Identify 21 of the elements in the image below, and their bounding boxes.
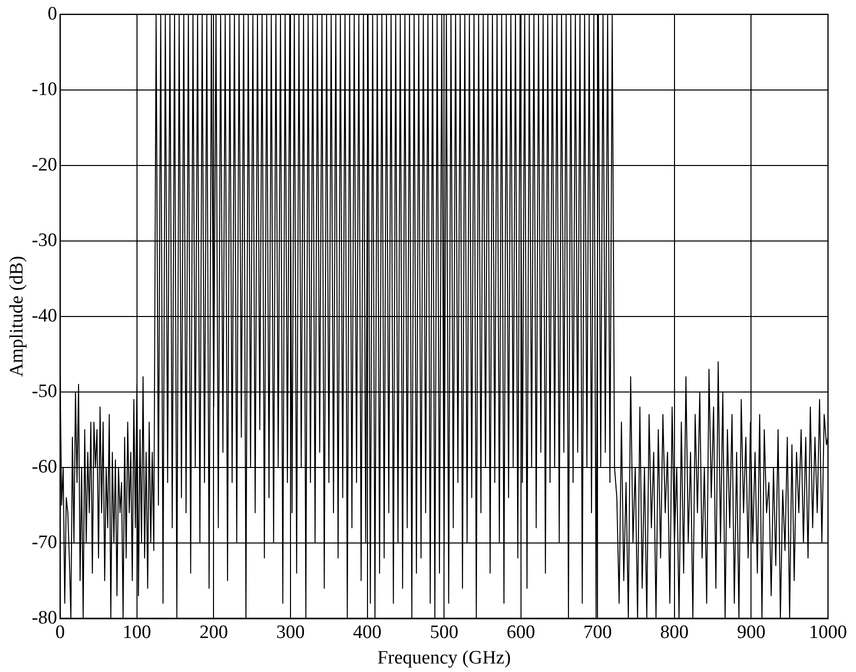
y-tick-label: -60 xyxy=(32,456,58,478)
x-tick-label: 800 xyxy=(660,622,689,643)
y-tick-label: -70 xyxy=(32,532,58,553)
x-axis-title: Frequency (GHz) xyxy=(377,648,511,669)
x-tick-label: 100 xyxy=(122,622,152,643)
x-tick-label: 600 xyxy=(506,622,536,643)
x-tick-label: 500 xyxy=(430,622,458,643)
y-tick-label: 0 xyxy=(48,3,58,24)
x-tick-label: 900 xyxy=(736,622,766,643)
y-tick-label: -10 xyxy=(32,78,58,100)
y-tick-label: -50 xyxy=(32,380,58,402)
y-tick-label: -40 xyxy=(32,305,58,326)
x-tick-label: 200 xyxy=(199,622,228,643)
x-tick-label: 1000 xyxy=(809,622,847,643)
y-tick-label: -30 xyxy=(32,230,58,251)
x-tick-label: 400 xyxy=(353,622,382,643)
x-tick-label: 700 xyxy=(583,622,612,643)
y-tick-label: -80 xyxy=(32,607,58,628)
y-axis-title: Amplitude (dB) xyxy=(6,256,28,377)
x-tick-label: 300 xyxy=(276,622,305,643)
y-tick-label: -20 xyxy=(32,154,58,176)
